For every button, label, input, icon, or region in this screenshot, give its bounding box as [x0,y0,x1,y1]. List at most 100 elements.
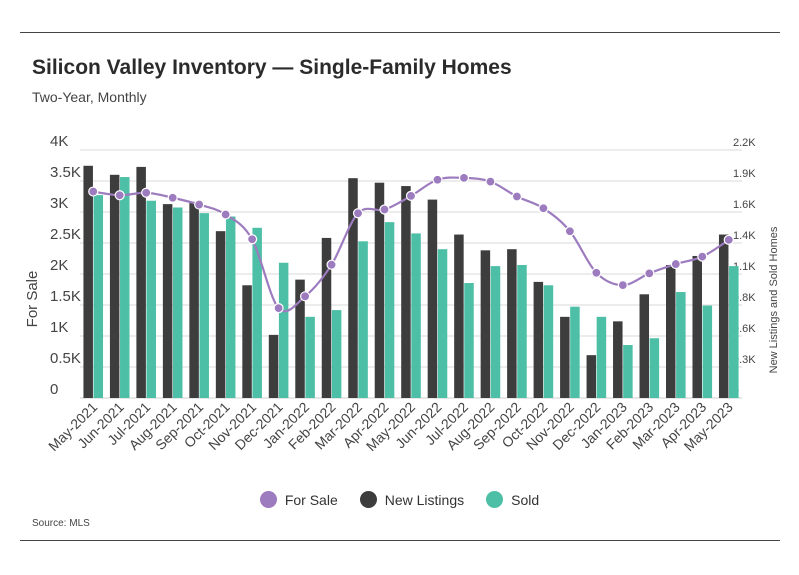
point-for-sale [352,208,364,219]
bar-new-listings [242,285,252,398]
bar-sold [172,207,183,398]
legend-swatch-for-sale [259,491,277,508]
bar-sold [729,266,739,398]
y-tick-right: 0.6K [733,323,756,335]
bar-sold [596,316,607,398]
top-rule [20,32,780,33]
y-tick-right: 1.4K [733,230,756,242]
point-for-sale [644,268,655,279]
bar-new-listings [613,321,623,398]
chart-title: Silicon Valley Inventory — Single-Family… [32,56,512,79]
bar-sold [543,285,554,398]
bar-new-listings [639,294,650,398]
legend-label-new-listings: New Listings [384,491,465,508]
bar-new-listings [454,234,464,398]
bar-new-listings [162,204,173,398]
bar-new-listings [533,281,544,398]
point-for-sale [458,172,470,183]
bar-new-listings [268,334,279,398]
bar-sold [331,310,342,398]
point-for-sale [564,226,575,237]
point-for-sale [432,174,443,185]
bar-new-listings [401,186,411,398]
bar-sold [649,338,660,398]
bar-sold [464,283,474,398]
bar-new-listings [586,355,597,398]
point-for-sale [88,186,99,197]
y-tick-right: 0.3K [733,354,756,366]
bar-sold [623,345,633,398]
point-for-sale [114,190,125,201]
bar-sold [702,305,713,398]
bar-sold [225,216,236,398]
point-for-sale [167,192,178,203]
y-tick-right: 1.6K [733,199,756,211]
chart-subtitle: Two-Year, Monthly [32,89,147,105]
bar-new-listings [295,279,305,398]
bar-sold [490,266,501,398]
legend-item-new-listings: New Listings [359,491,465,508]
bar-new-listings [480,250,491,398]
point-for-sale [511,191,523,202]
y-tick-left: 2.5K [50,226,81,243]
point-for-sale [299,291,311,302]
y-axis-label-right: New Listings and Sold Homes [768,226,780,373]
point-for-sale [617,280,628,291]
legend-label-for-sale: For Sale [284,491,338,508]
y-tick-left: 0 [50,381,58,398]
y-tick-left: 0.5K [50,350,81,367]
point-for-sale [723,234,734,245]
bar-new-listings [215,231,226,398]
point-for-sale [247,234,258,245]
bar-sold [437,249,448,398]
point-for-sale [538,203,549,214]
bar-new-listings [348,178,358,398]
bar-sold [93,195,104,398]
point-for-sale [326,259,337,270]
y-tick-left: 3K [50,195,68,212]
bar-sold [146,200,156,398]
bar-sold [120,177,130,398]
y-tick-right: 2.2K [733,137,756,149]
point-for-sale [379,204,390,215]
legend-item-sold: Sold [486,491,539,508]
bar-new-listings [718,234,729,398]
y-tick-right: 0.8K [733,292,756,304]
legend-swatch-new-listings [359,491,377,508]
bar-sold [305,316,315,398]
bar-sold [252,227,262,398]
bar-new-listings [427,199,438,398]
bar-sold [411,233,421,398]
y-axis-label-left: For Sale [24,271,41,328]
bar-sold [358,241,368,398]
point-for-sale [591,267,602,278]
bar-new-listings [692,255,702,398]
y-tick-left: 1K [50,319,68,336]
bar-new-listings [666,264,676,398]
bar-new-listings [507,249,517,398]
y-tick-left: 3.5K [50,164,81,181]
point-for-sale [697,251,708,262]
source-note: Source: MLS [32,518,90,529]
y-tick-right: 1.9K [733,168,756,180]
bar-new-listings [83,165,93,398]
bar-new-listings [321,237,332,398]
point-for-sale [670,258,681,270]
point-for-sale [220,209,231,220]
bar-new-listings [109,174,120,398]
point-for-sale [141,187,152,198]
y-tick-left: 1.5K [50,288,81,305]
bar-new-listings [189,201,199,398]
legend-swatch-sold [486,491,504,508]
point-for-sale [405,190,417,201]
bar-sold [278,262,289,398]
bar-sold [676,292,686,398]
bar-sold [384,222,395,398]
bar-new-listings [560,316,570,398]
point-for-sale [273,303,284,314]
bar-new-listings [136,166,146,398]
y-tick-left: 4K [50,133,68,150]
legend: For Sale New Listings Sold [0,491,799,508]
bar-sold [570,306,580,398]
